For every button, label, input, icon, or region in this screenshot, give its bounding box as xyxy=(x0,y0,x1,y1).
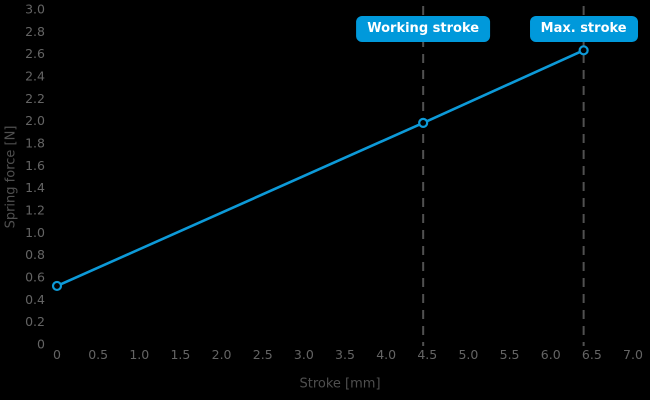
x-tick-label: 2.0 xyxy=(212,347,232,362)
x-axis-title: Stroke [mm] xyxy=(299,376,381,392)
data-point-marker xyxy=(51,280,63,292)
working-stroke-badge: Working stroke xyxy=(356,16,491,42)
y-tick-label: 2.2 xyxy=(25,91,45,106)
x-tick-label: 5.5 xyxy=(500,347,520,362)
y-tick-label: 1.6 xyxy=(25,158,45,173)
data-point-marker xyxy=(418,117,429,129)
x-tick-label: 3.5 xyxy=(335,347,355,362)
x-tick-label: 5.0 xyxy=(458,347,478,362)
y-tick-label: 1.0 xyxy=(25,225,45,240)
x-tick-label: 0.5 xyxy=(88,347,108,362)
y-tick-label: 2.8 xyxy=(25,24,45,39)
max-stroke-badge: Max. stroke xyxy=(529,16,638,42)
y-tick-label: 0.6 xyxy=(25,270,45,285)
x-tick-label: 0 xyxy=(53,347,61,362)
x-tick-label: 2.5 xyxy=(253,347,273,362)
y-tick-label: 0.2 xyxy=(25,314,45,329)
max-stroke-badge-label: Max. stroke xyxy=(540,21,627,36)
x-tick-label: 4.5 xyxy=(417,347,437,362)
y-tick-label: 1.2 xyxy=(25,203,45,218)
y-tick-label: 2.4 xyxy=(25,69,45,84)
y-tick-label: 1.4 xyxy=(25,180,45,195)
y-tick-label: 1.8 xyxy=(25,136,45,151)
x-tick-label: 6.0 xyxy=(541,347,561,362)
y-tick-label: 3.0 xyxy=(25,2,45,17)
y-tick-label: 0.8 xyxy=(25,247,45,262)
y-axis-title: Spring force [N] xyxy=(3,125,19,229)
x-tick-label: 1.0 xyxy=(129,347,149,362)
y-tick-label: 2.6 xyxy=(25,46,45,61)
working-stroke-badge-label: Working stroke xyxy=(367,21,480,36)
x-tick-label: 3.0 xyxy=(294,347,314,362)
y-tick-label: 0 xyxy=(37,337,45,352)
series-line xyxy=(56,49,585,288)
x-tick-label: 1.5 xyxy=(170,347,190,362)
data-point-marker xyxy=(578,45,589,56)
x-tick-label: 7.0 xyxy=(623,347,643,362)
x-tick-label: 6.5 xyxy=(582,347,602,362)
x-tick-label: 4.0 xyxy=(376,347,396,362)
y-tick-label: 0.4 xyxy=(25,292,45,307)
y-tick-label: 2.0 xyxy=(25,113,45,128)
